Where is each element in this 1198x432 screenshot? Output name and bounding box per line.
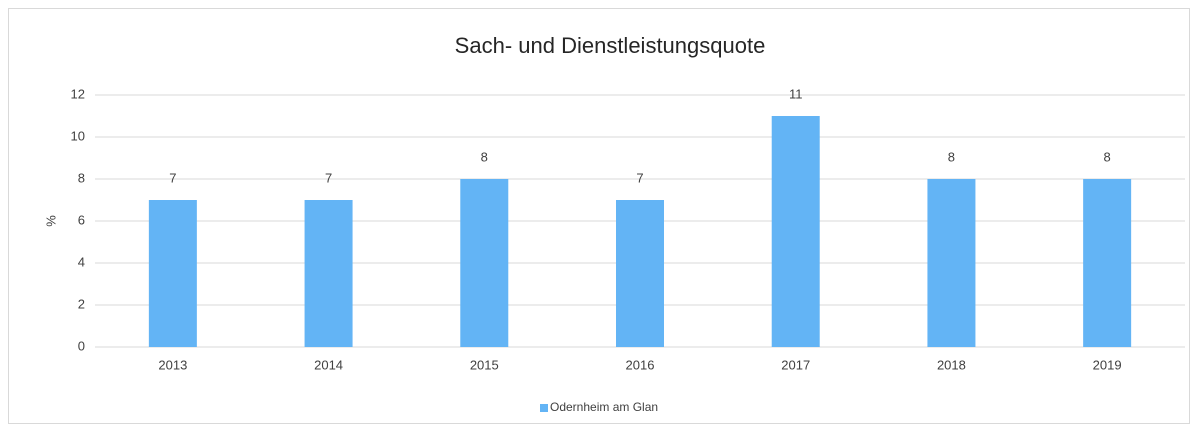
- data-label: 8: [1104, 149, 1111, 164]
- data-label: 7: [169, 170, 176, 185]
- y-tick-label: 12: [71, 86, 85, 101]
- y-tick-label: 0: [78, 338, 85, 353]
- data-label: 7: [636, 170, 643, 185]
- x-tick-label: 2018: [937, 357, 966, 372]
- x-tick-label: 2014: [314, 357, 343, 372]
- y-tick-label: 10: [71, 128, 85, 143]
- chart-frame: [8, 8, 1190, 424]
- legend-swatch: [540, 404, 548, 412]
- x-tick-label: 2015: [470, 357, 499, 372]
- bar: [616, 200, 664, 347]
- data-label: 8: [948, 149, 955, 164]
- legend-label: Odernheim am Glan: [550, 400, 658, 414]
- x-tick-label: 2013: [158, 357, 187, 372]
- bar: [460, 179, 509, 347]
- bar: [1083, 179, 1132, 347]
- bar: [148, 200, 197, 347]
- data-label: 7: [325, 170, 332, 185]
- y-tick-label: 2: [78, 296, 85, 311]
- data-label: 8: [481, 149, 488, 164]
- bar: [771, 116, 820, 347]
- y-axis-label: %: [43, 215, 58, 227]
- y-tick-label: 6: [78, 212, 85, 227]
- x-tick-label: 2016: [626, 357, 655, 372]
- x-tick-label: 2019: [1093, 357, 1122, 372]
- bar: [304, 200, 353, 347]
- chart-title: Sach- und Dienstleistungsquote: [455, 33, 766, 58]
- y-tick-label: 4: [78, 254, 85, 269]
- x-tick-label: 2017: [781, 357, 810, 372]
- y-tick-label: 8: [78, 170, 85, 185]
- data-label: 11: [789, 86, 803, 101]
- bar: [927, 179, 976, 347]
